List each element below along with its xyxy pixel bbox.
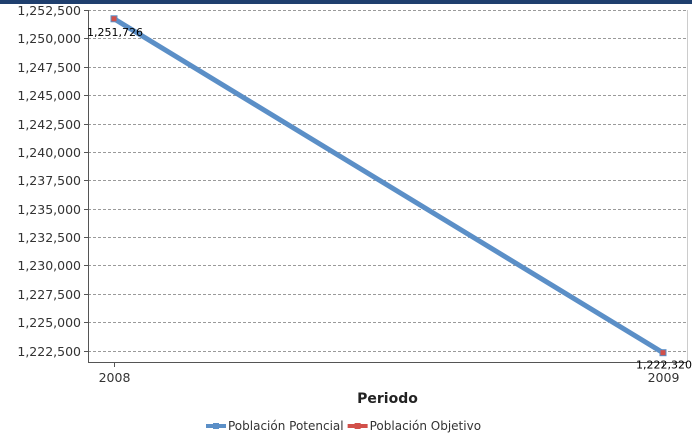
y-tick-label: 1,252,500 bbox=[17, 3, 81, 18]
axes-layer: 1,222,500 1,225,000 1,227,500 1,230,000 1,23… bbox=[17, 3, 688, 385]
legend: Población Potencial Población Objetivo bbox=[206, 419, 481, 433]
y-tick-label: 1,232,500 bbox=[17, 230, 81, 245]
grid-layer bbox=[88, 10, 687, 352]
data-label: 1,251,726 bbox=[87, 26, 143, 39]
data-point-marker[interactable] bbox=[659, 349, 667, 357]
y-tick-label: 1,225,000 bbox=[17, 315, 81, 330]
legend-marker-1 bbox=[213, 423, 219, 429]
x-tick-label: 2008 bbox=[99, 370, 131, 385]
y-tick-label: 1,230,000 bbox=[17, 258, 81, 273]
y-tick-label: 1,247,500 bbox=[17, 60, 81, 75]
series-line-1 bbox=[111, 16, 666, 356]
y-tick-label: 1,242,500 bbox=[17, 117, 81, 132]
data-label: 1,222,320 bbox=[636, 359, 692, 372]
y-tick-label: 1,227,500 bbox=[17, 287, 81, 302]
y-tick-label: 1,222,500 bbox=[17, 344, 81, 359]
legend-marker-2 bbox=[354, 423, 361, 429]
y-tick-label: 1,237,500 bbox=[17, 173, 81, 188]
y-tick-label: 1,240,000 bbox=[17, 145, 81, 160]
y-tick-label: 1,235,000 bbox=[17, 202, 81, 217]
x-axis-title: Periodo bbox=[357, 391, 418, 407]
x-tick-label: 2009 bbox=[648, 370, 680, 385]
data-point-marker[interactable] bbox=[110, 15, 118, 23]
top-header-bar bbox=[0, 0, 692, 4]
data-labels-layer: 1,251,726 1,222,320 bbox=[87, 26, 692, 372]
series-layer bbox=[110, 15, 667, 357]
y-tick-label: 1,245,000 bbox=[17, 88, 81, 103]
legend-label-1[interactable]: Población Potencial bbox=[228, 419, 344, 433]
legend-label-2[interactable]: Población Objetivo bbox=[370, 419, 481, 433]
y-tick-label: 1,250,000 bbox=[17, 31, 81, 46]
